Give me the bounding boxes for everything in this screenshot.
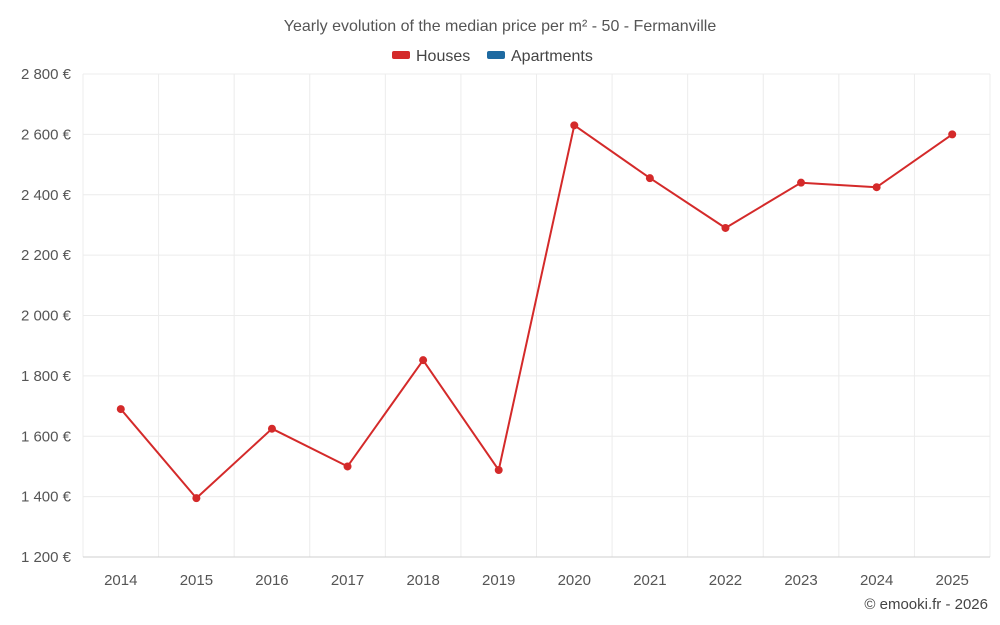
data-point-houses-2020[interactable] xyxy=(570,121,579,130)
x-tick-label: 2025 xyxy=(936,572,969,589)
data-point-houses-2015[interactable] xyxy=(192,494,201,503)
x-tick-label: 2017 xyxy=(331,572,364,589)
data-point-houses-2016[interactable] xyxy=(267,424,276,433)
credit-text: © emooki.fr - 2026 xyxy=(864,596,988,613)
data-point-houses-2017[interactable] xyxy=(343,462,352,471)
y-tick-label: 2 800 € xyxy=(21,66,72,83)
y-tick-label: 1 600 € xyxy=(21,428,72,445)
legend-swatch-apartments xyxy=(487,51,505,59)
x-axis-ticks: 2014 2015 2016 2017 2018 2019 2020 2021 2022 2023… xyxy=(104,572,969,589)
x-tick-label: 2023 xyxy=(784,572,817,589)
x-tick-label: 2022 xyxy=(709,572,742,589)
y-tick-label: 2 200 € xyxy=(21,247,72,264)
chart-title: Yearly evolution of the median price per… xyxy=(284,18,717,35)
x-tick-label: 2016 xyxy=(255,572,288,589)
data-point-houses-2025[interactable] xyxy=(948,130,957,139)
x-tick-label: 2015 xyxy=(180,572,213,589)
data-point-houses-2019[interactable] xyxy=(494,466,503,475)
series-line-houses xyxy=(120,124,953,500)
legend-item-apartments[interactable]: Apartments xyxy=(487,48,593,65)
x-tick-label: 2024 xyxy=(860,572,893,589)
y-tick-label: 1 800 € xyxy=(21,368,72,385)
series-layer xyxy=(116,121,957,503)
data-point-houses-2022[interactable] xyxy=(721,223,730,232)
y-axis-ticks: 1 200 € 1 400 € 1 600 € 1 800 € 2 000 € 2 200… xyxy=(21,66,72,566)
x-tick-label: 2019 xyxy=(482,572,515,589)
legend-swatch-houses xyxy=(392,51,410,59)
y-tick-label: 1 200 € xyxy=(21,549,72,566)
y-tick-label: 2 600 € xyxy=(21,126,72,143)
x-tick-label: 2021 xyxy=(633,572,666,589)
legend-label-apartments[interactable]: Apartments xyxy=(511,48,593,65)
data-point-houses-2023[interactable] xyxy=(797,178,806,187)
y-tick-label: 1 400 € xyxy=(21,489,72,506)
gridlines xyxy=(82,73,991,557)
x-tick-label: 2014 xyxy=(104,572,137,589)
legend-item-houses[interactable]: Houses xyxy=(392,48,470,65)
data-point-houses-2021[interactable] xyxy=(645,174,654,183)
y-tick-label: 2 000 € xyxy=(21,308,72,325)
x-tick-label: 2018 xyxy=(406,572,439,589)
data-point-houses-2018[interactable] xyxy=(419,356,428,365)
data-point-houses-2014[interactable] xyxy=(116,405,125,414)
data-point-houses-2024[interactable] xyxy=(872,183,881,192)
y-tick-label: 2 400 € xyxy=(21,187,72,204)
legend[interactable]: Houses Apartments xyxy=(392,48,593,65)
legend-label-houses[interactable]: Houses xyxy=(416,48,470,65)
x-tick-label: 2020 xyxy=(558,572,591,589)
